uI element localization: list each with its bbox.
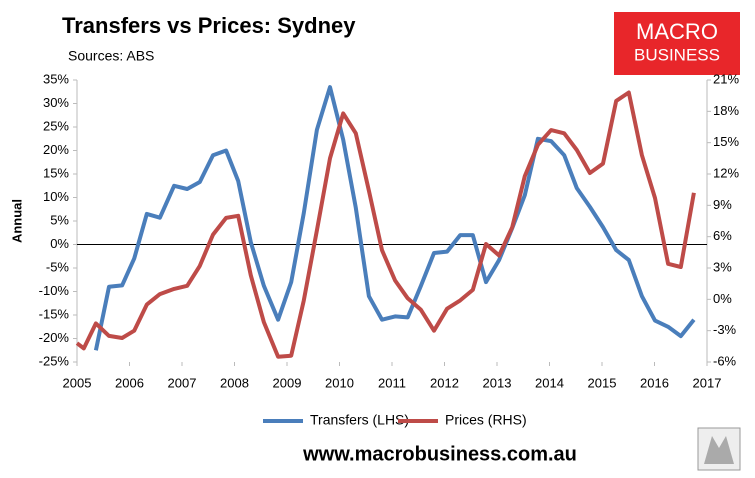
- x-tick-label: 2006: [115, 375, 144, 390]
- x-tick-label: 2008: [220, 375, 249, 390]
- y2-tick-label: -3%: [713, 322, 737, 337]
- legend-label: Prices (RHS): [445, 412, 527, 428]
- x-tick-label: 2012: [430, 375, 459, 390]
- y2-tick-label: 3%: [713, 259, 732, 274]
- logo: MACRO BUSINESS: [614, 12, 740, 75]
- x-tick-label: 2010: [325, 375, 354, 390]
- y-tick-label: 30%: [43, 95, 69, 110]
- footer: www.macrobusiness.com.au: [302, 443, 577, 465]
- x-tick-label: 2007: [168, 375, 197, 390]
- y2-tick-label: -6%: [713, 353, 737, 368]
- logo-text: MACRO: [636, 19, 718, 44]
- y-tick-label: -25%: [39, 353, 70, 368]
- x-tick-label: 2014: [535, 375, 564, 390]
- y2-tick-label: 21%: [713, 71, 739, 86]
- y-tick-label: 25%: [43, 118, 69, 133]
- x-tick-label: 2011: [378, 375, 406, 390]
- y-tick-label: 10%: [43, 189, 69, 204]
- y2-tick-label: 15%: [713, 134, 739, 149]
- y-tick-label: 35%: [43, 71, 69, 86]
- y-tick-label: 5%: [50, 212, 69, 227]
- y-tick-label: 20%: [43, 142, 69, 157]
- chart-title: Transfers vs Prices: Sydney: [62, 13, 356, 38]
- x-tick-label: 2015: [588, 375, 617, 390]
- watermark-shape: [704, 436, 734, 464]
- x-tick-label: 2013: [483, 375, 512, 390]
- y2-tick-label: 12%: [713, 165, 739, 180]
- y-tick-label: -20%: [39, 330, 70, 345]
- x-tick-label: 2017: [693, 375, 722, 390]
- y2-tick-label: 9%: [713, 197, 732, 212]
- x-tick-label: 2016: [640, 375, 669, 390]
- y-axis-label: Annual: [9, 199, 24, 243]
- series-line: [93, 85, 696, 351]
- y2-tick-label: 0%: [713, 291, 732, 306]
- watermark: [697, 427, 741, 471]
- logo-box: [614, 12, 740, 75]
- series-line: [75, 90, 696, 359]
- chart-subtitle: Sources: ABS: [68, 48, 154, 64]
- logo-text: BUSINESS: [634, 45, 720, 64]
- y2-tick-label: 6%: [713, 228, 732, 243]
- y-tick-label: 15%: [43, 165, 69, 180]
- y-tick-label: -15%: [39, 306, 70, 321]
- y-tick-label: -10%: [39, 283, 70, 298]
- x-tick-label: 2009: [273, 375, 302, 390]
- y2-tick-label: 18%: [713, 103, 739, 118]
- y-tick-label: 0%: [50, 236, 69, 251]
- x-tick-label: 2005: [63, 375, 92, 390]
- legend-label: Transfers (LHS): [310, 412, 409, 428]
- y-tick-label: -5%: [46, 259, 70, 274]
